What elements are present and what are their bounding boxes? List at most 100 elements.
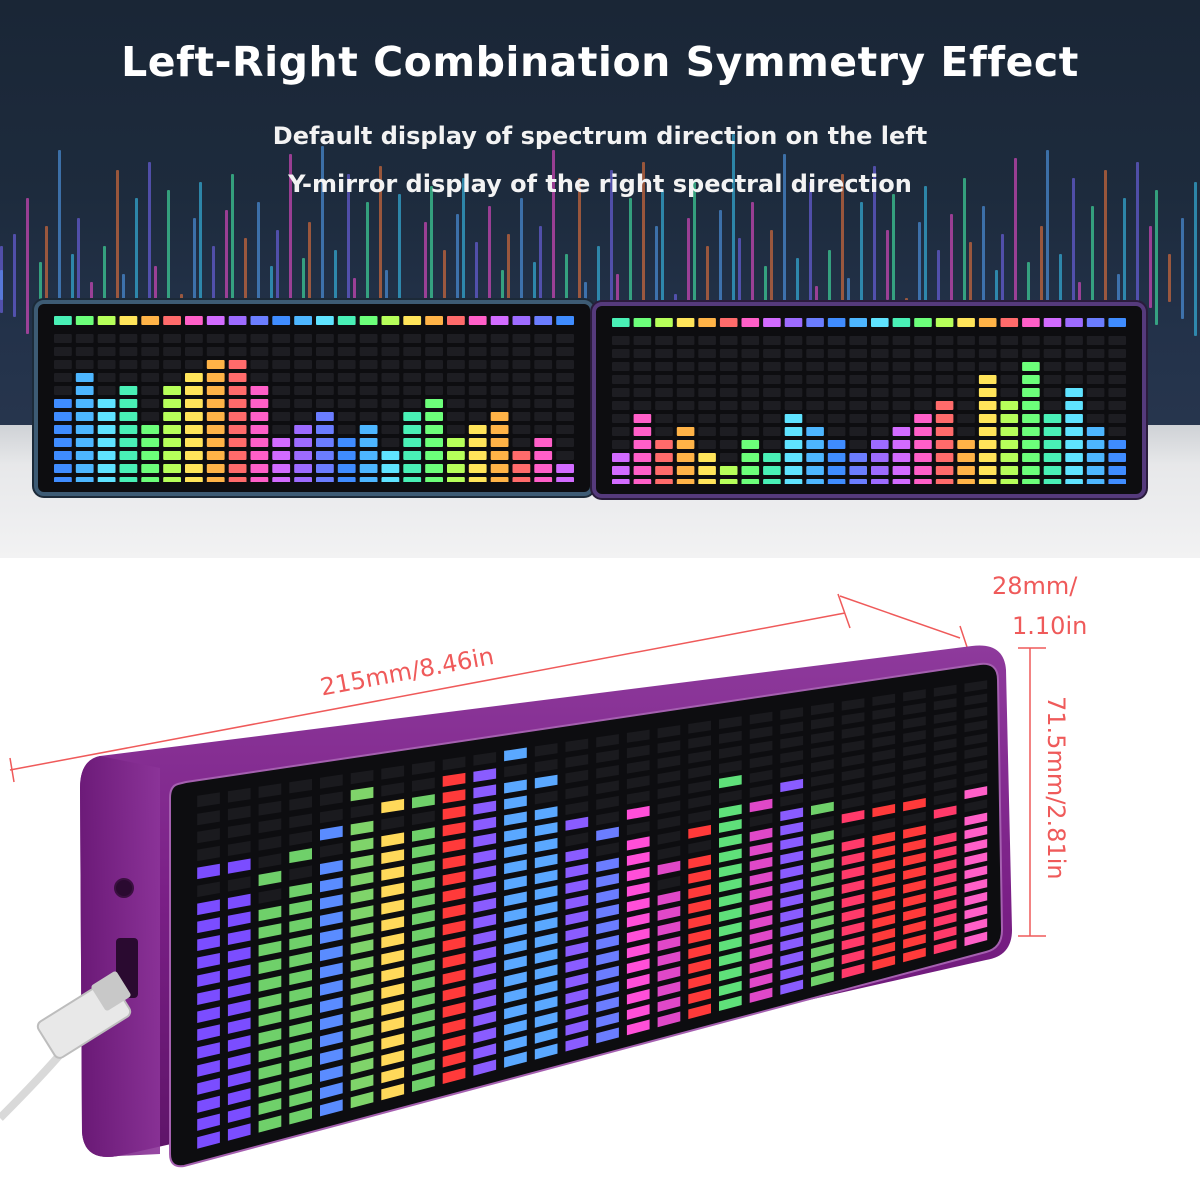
spectrum-segment [871, 375, 889, 384]
spectrum-segment [657, 755, 681, 769]
right-spectrum-device [592, 302, 1146, 498]
spectrum-segment [258, 818, 282, 834]
spectrum-segment [1086, 349, 1105, 358]
spectrum-segment [933, 792, 957, 806]
spectrum-segment [468, 360, 487, 369]
spectrum-segment [935, 479, 954, 484]
spectrum-segment [316, 334, 334, 343]
spectrum-segment [258, 940, 282, 957]
spectrum-segment [1022, 479, 1040, 484]
spectrum-segment [412, 1025, 435, 1042]
background-light-bar [302, 258, 305, 319]
spectrum-segment [228, 334, 247, 343]
spectrum-segment [119, 373, 138, 382]
spectrum-segment [676, 401, 695, 410]
spectrum-segment [749, 755, 773, 769]
spectrum-segment [626, 836, 650, 851]
spectrum-segment [185, 477, 203, 482]
spectrum-segment [556, 412, 574, 421]
spectrum-segment [381, 1083, 405, 1101]
spectrum-segment [412, 943, 435, 959]
spectrum-segment [596, 981, 619, 997]
background-light-bar [796, 258, 799, 324]
spectrum-segment [933, 845, 957, 860]
spectrum-peak-segment [978, 318, 997, 327]
spectrum-peak-segment [412, 794, 435, 809]
background-light-bar [1059, 254, 1062, 332]
spectrum-segment [903, 784, 926, 798]
spectrum-segment [749, 987, 773, 1003]
spectrum-segment [425, 334, 443, 343]
spectrum-segment [289, 813, 312, 829]
spectrum-segment [1108, 479, 1126, 484]
spectrum-segment [206, 464, 225, 473]
spectrum-peak-segment [964, 786, 988, 800]
spectrum-segment [1043, 427, 1062, 436]
spectrum-segment [97, 464, 116, 473]
spectrum-segment [75, 347, 94, 356]
spectrum-segment [633, 349, 652, 358]
spectrum-segment [1043, 401, 1062, 410]
spectrum-segment [957, 427, 975, 436]
spectrum-segment [337, 399, 356, 408]
background-light-bar [90, 282, 93, 316]
spectrum-segment [892, 362, 911, 371]
spectrum-segment [504, 1003, 527, 1020]
spectrum-segment [655, 440, 673, 449]
spectrum-segment [841, 907, 865, 923]
spectrum-segment [272, 477, 291, 482]
spectrum-segment [1000, 479, 1019, 484]
background-light-bar [77, 218, 80, 339]
spectrum-segment [655, 349, 673, 358]
spectrum-segment [272, 386, 291, 395]
spectrum-segment [933, 738, 957, 751]
spectrum-segment [749, 929, 773, 945]
background-light-bar [1091, 206, 1094, 303]
spectrum-segment [872, 831, 896, 846]
spectrum-segment [719, 863, 742, 878]
background-light-bar [783, 154, 786, 307]
spectrum-segment [1022, 401, 1040, 410]
spectrum-segment [381, 932, 405, 949]
spectrum-segment [933, 859, 957, 873]
spectrum-segment [119, 412, 138, 421]
spectrum-segment [872, 955, 896, 971]
spectrum-segment [75, 334, 94, 343]
spectrum-segment [97, 373, 116, 382]
spectrum-segment [933, 926, 957, 941]
spectrum-segment [504, 859, 527, 875]
spectrum-segment [75, 386, 94, 395]
spectrum-peak-segment [612, 318, 630, 327]
spectrum-segment [1065, 466, 1083, 475]
spectrum-segment [141, 425, 160, 434]
spectrum-segment [185, 360, 203, 369]
spectrum-segment [657, 725, 681, 739]
spectrum-segment [258, 975, 282, 992]
spectrum-peak-segment [97, 316, 116, 325]
spectrum-segment [626, 729, 650, 743]
spectrum-segment [197, 1042, 220, 1059]
spectrum-segment [657, 906, 681, 921]
spectrum-segment [626, 851, 650, 866]
spectrum-segment [827, 427, 846, 436]
spectrum-segment [871, 479, 889, 484]
spectrum-segment [185, 399, 203, 408]
spectrum-segment [849, 453, 867, 462]
spectrum-segment [565, 926, 589, 942]
background-light-bar [918, 222, 921, 311]
spectrum-segment [780, 893, 804, 908]
spectrum-segment [741, 336, 760, 345]
spectrum-segment [719, 453, 738, 462]
spectrum-segment [97, 334, 116, 343]
spectrum-segment [841, 963, 865, 979]
spectrum-segment [1065, 427, 1083, 436]
spectrum-segment [749, 958, 773, 974]
spectrum-peak-segment [556, 316, 574, 325]
spectrum-segment [141, 347, 160, 356]
spectrum-segment [294, 464, 312, 473]
spectrum-segment [1043, 440, 1062, 449]
spectrum-segment [935, 440, 954, 449]
spectrum-segment [719, 804, 742, 818]
spectrum-segment [468, 334, 487, 343]
spectrum-segment [749, 856, 773, 871]
